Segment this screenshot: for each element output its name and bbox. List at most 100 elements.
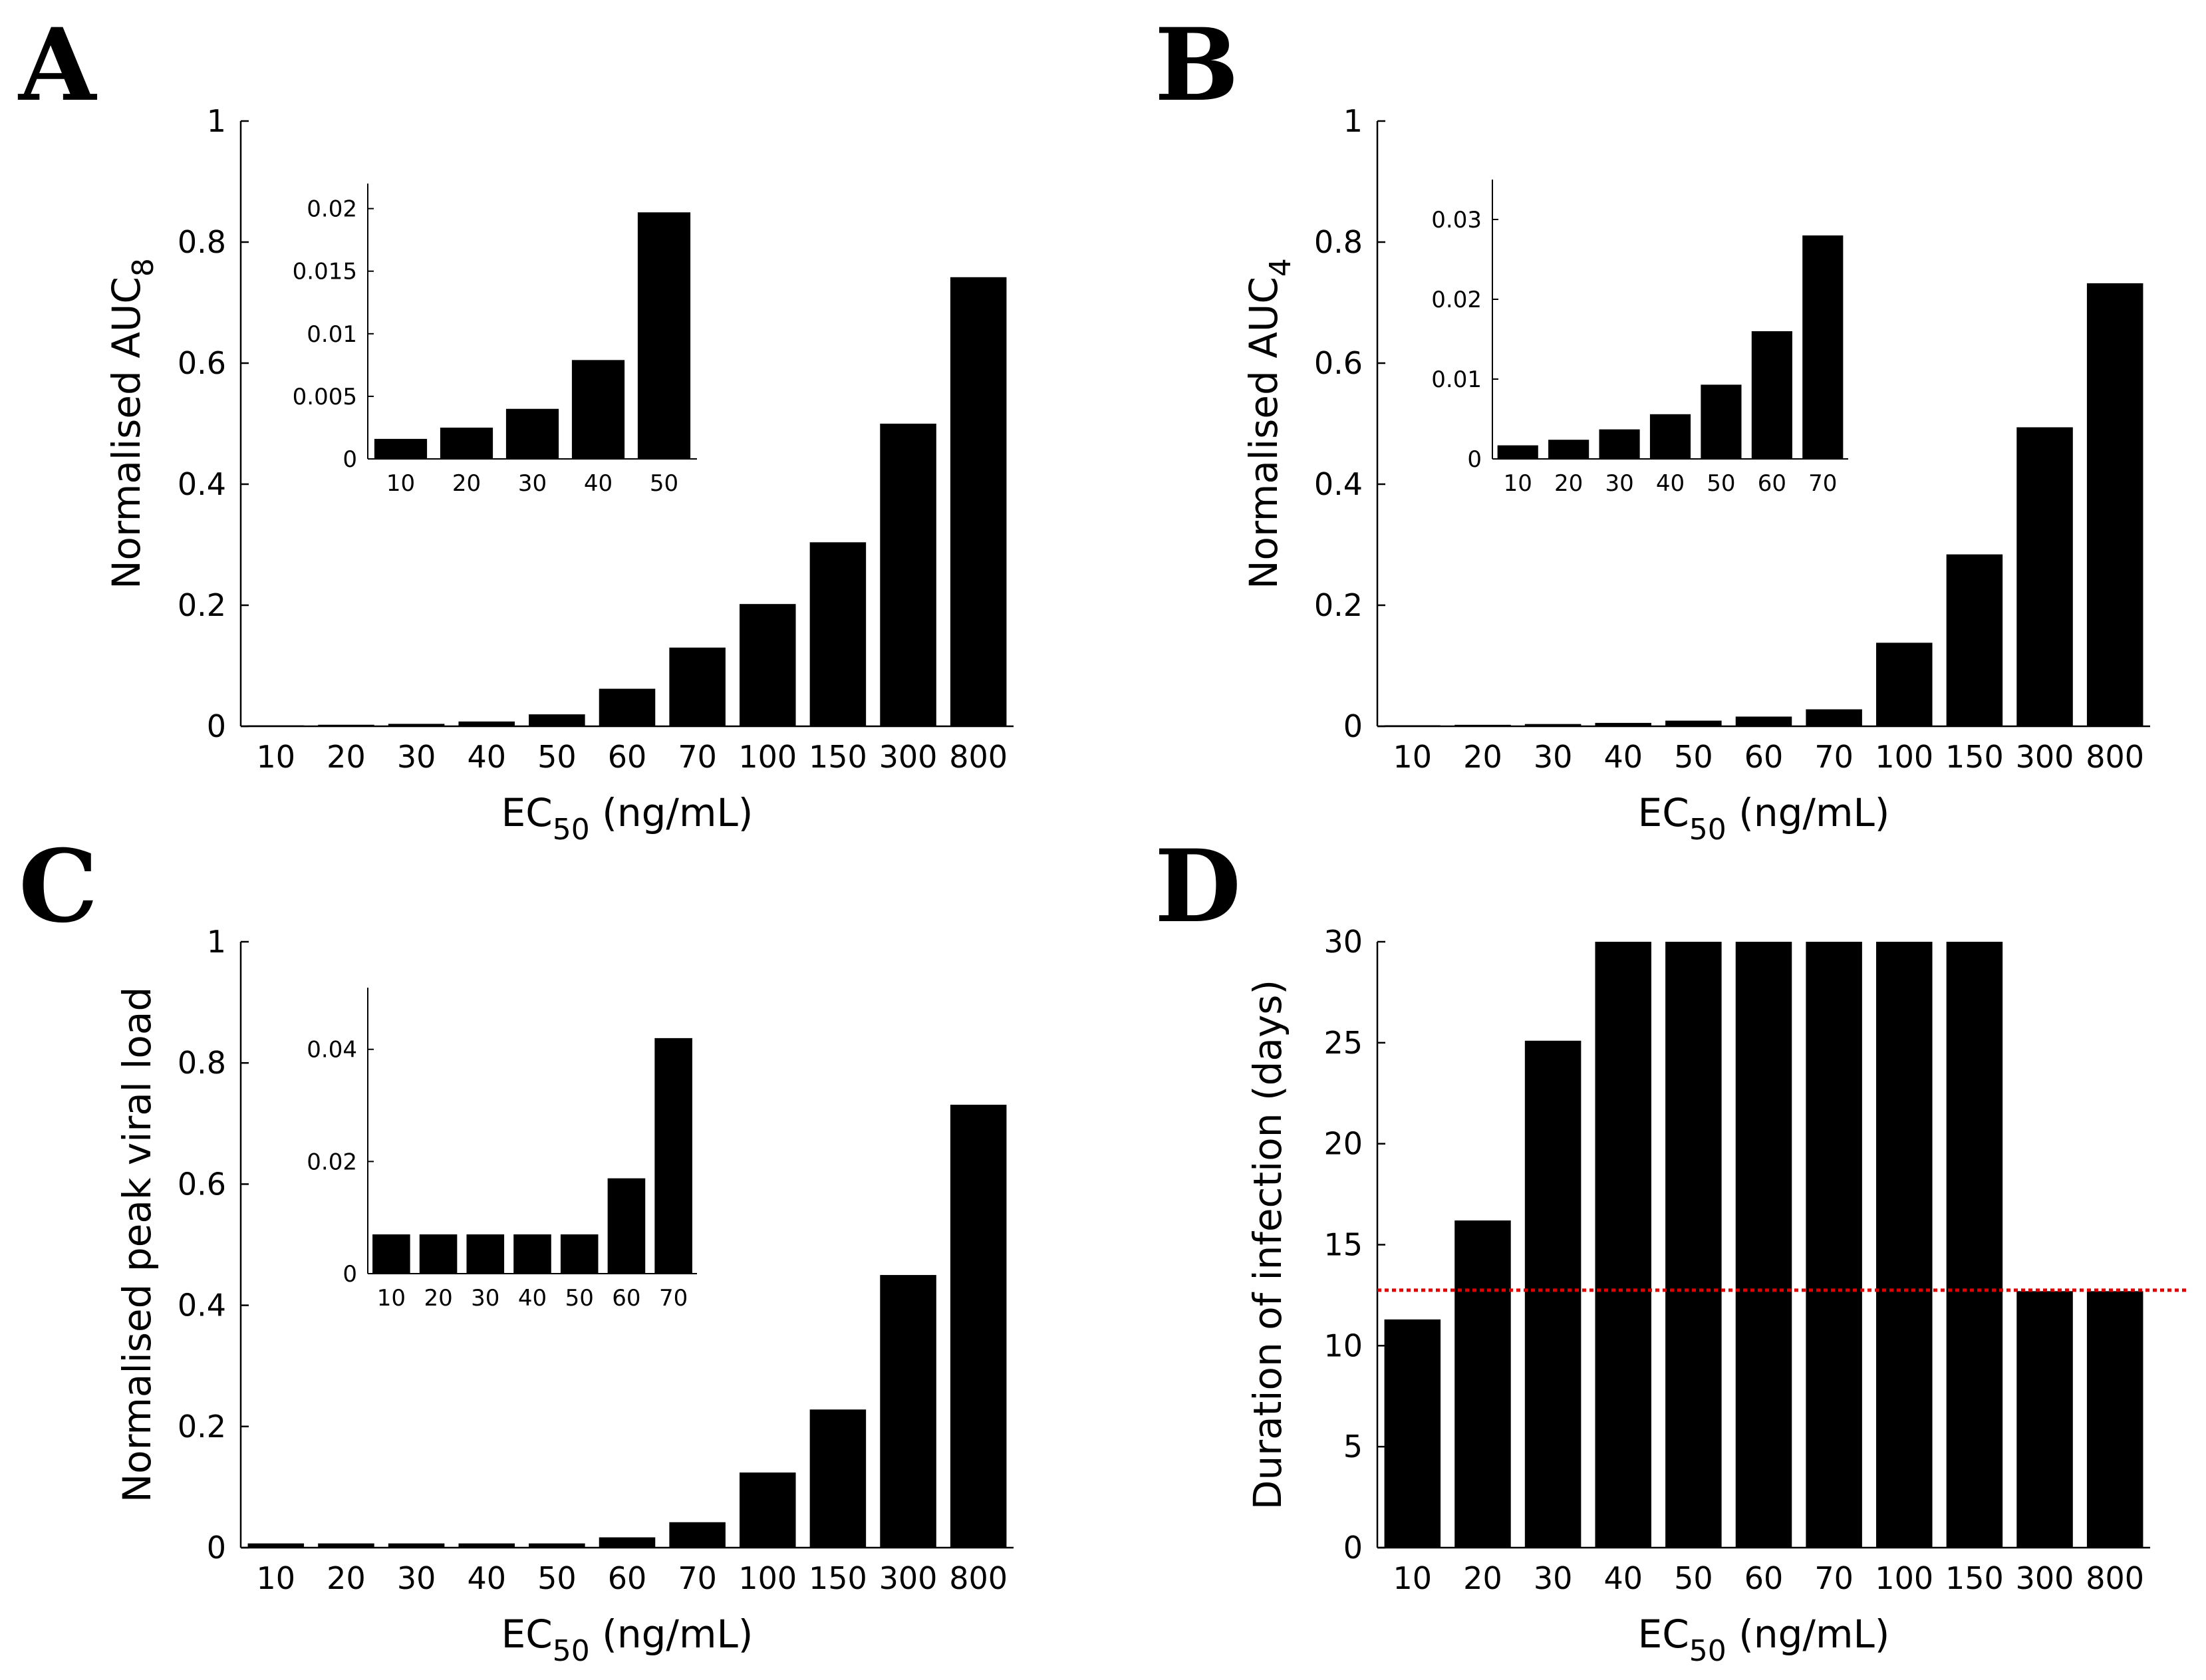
panel-c-inset-bar-70 xyxy=(654,1038,692,1274)
panel-b-bar-100 xyxy=(1876,642,1933,726)
panel-c-inset-y-tick-label: 0.02 xyxy=(307,1149,357,1175)
panel-d-x-tick-label: 50 xyxy=(1674,1560,1713,1596)
panel-a-inset-x-tick-label: 50 xyxy=(650,470,678,497)
panel-b-y-tick-label: 1 xyxy=(1343,103,1363,139)
panel-b-inset-bar-10 xyxy=(1497,445,1538,459)
panel-d-bar-30 xyxy=(1524,1040,1582,1548)
panel-b-x-tick-label: 100 xyxy=(1875,739,1933,775)
panel-c-inset-bar-10 xyxy=(372,1234,410,1274)
panel-b-inset-y-tick-label: 0.02 xyxy=(1431,287,1482,313)
panel-d-y-tick-label: 0 xyxy=(1343,1530,1363,1566)
panel-c-x-tick-label: 20 xyxy=(327,1560,366,1596)
panel-a-y-tick-label: 0.2 xyxy=(178,587,226,623)
panel-d-bar-10 xyxy=(1384,1319,1441,1548)
panel-c-y-tick-label: 0.2 xyxy=(178,1409,226,1445)
panel-b-y-tick-label: 0.2 xyxy=(1314,587,1363,623)
panel-c-bar-20 xyxy=(318,1543,374,1548)
panel-d-x-tick-label: 60 xyxy=(1744,1560,1784,1596)
panel-a-inset-bar-20 xyxy=(440,427,493,459)
panel-c-x-tick-label: 150 xyxy=(809,1560,867,1596)
panel-d-y-tick-label: 15 xyxy=(1323,1227,1363,1263)
panel-c-x-tick-label: 70 xyxy=(678,1560,717,1596)
panel-a-x-tick-label: 60 xyxy=(608,739,647,775)
panel-b-bar-800 xyxy=(2086,283,2143,726)
panel-a-bar-800 xyxy=(950,277,1007,726)
panel-b-x-tick-label: 30 xyxy=(1534,739,1573,775)
panel-b-y-tick-label: 0.4 xyxy=(1314,466,1363,502)
panel-a-bar-300 xyxy=(880,424,936,726)
panel-c-x-axis-label: EC50 (ng/mL) xyxy=(501,1611,754,1668)
panel-b-bar-50 xyxy=(1665,720,1722,726)
panel-d-x-tick-label: 70 xyxy=(1814,1560,1854,1596)
panel-c-y-tick-label: 0.6 xyxy=(178,1166,226,1202)
panel-b-x-tick-label: 10 xyxy=(1393,739,1433,775)
panel-c-x-tick-label: 30 xyxy=(397,1560,436,1596)
panel-a-x-tick-label: 10 xyxy=(257,739,296,775)
panel-c-bar-300 xyxy=(880,1275,936,1548)
panel-b-y-axis-label: Normalised AUC4 xyxy=(1241,258,1298,589)
panel-b-inset-x-tick-label: 20 xyxy=(1554,470,1583,497)
panel-a-x-tick-label: 800 xyxy=(949,739,1008,775)
panel-d-y-tick-label: 25 xyxy=(1323,1025,1363,1061)
panel-c-x-tick-label: 800 xyxy=(949,1560,1008,1596)
panel-b-bar-150 xyxy=(1946,554,2003,726)
panel-a-inset-bar-40 xyxy=(571,360,625,459)
panel-d-bar-60 xyxy=(1735,942,1792,1548)
panel-a-y-tick-label: 0.4 xyxy=(178,466,226,502)
panel-b-y-tick-label: 0 xyxy=(1343,708,1363,744)
panel-a-x-tick-label: 50 xyxy=(537,739,577,775)
panel-d-bar-50 xyxy=(1665,942,1722,1548)
panel-a-bar-40 xyxy=(458,721,515,726)
panel-c-y-tick-label: 0 xyxy=(207,1530,226,1566)
panel-a-inset-x-tick-label: 10 xyxy=(386,470,415,497)
panel-c-inset-x-tick-label: 20 xyxy=(424,1285,452,1312)
panel-b-inset-x-tick-label: 10 xyxy=(1504,470,1532,497)
panel-c-bar-30 xyxy=(388,1543,445,1548)
panel-c-inset-x-tick-label: 30 xyxy=(471,1285,499,1312)
panel-b-inset-x-tick-label: 70 xyxy=(1808,470,1837,497)
panel-a-letter: A xyxy=(17,7,98,124)
panel-c-x-tick-label: 10 xyxy=(257,1560,296,1596)
panel-b-inset-bar-20 xyxy=(1548,440,1589,459)
panel-c-x-tick-label: 300 xyxy=(879,1560,938,1596)
panel-b-inset-bar-70 xyxy=(1802,235,1844,459)
panel-b-bar-300 xyxy=(2016,427,2073,726)
panel-a-inset-bar-50 xyxy=(637,212,691,459)
panel-d-x-tick-label: 20 xyxy=(1463,1560,1502,1596)
panel-b-inset-bar-60 xyxy=(1751,331,1792,459)
panel-d-x-tick-label: 30 xyxy=(1534,1560,1573,1596)
panel-b-x-tick-label: 300 xyxy=(2016,739,2074,775)
panel-d-y-tick-label: 10 xyxy=(1323,1328,1363,1363)
panel-c-inset-bar-30 xyxy=(466,1234,505,1274)
panel-b-bar-70 xyxy=(1806,709,1862,726)
panel-a-x-tick-label: 100 xyxy=(738,739,797,775)
panel-a-inset-y-tick-label: 0.015 xyxy=(293,259,357,285)
panel-a-inset-y-tick-label: 0.01 xyxy=(307,321,357,348)
panel-d-x-tick-label: 100 xyxy=(1875,1560,1933,1596)
panel-c-x-tick-label: 100 xyxy=(738,1560,797,1596)
panel-a-y-tick-label: 1 xyxy=(207,103,226,139)
panel-b-x-tick-label: 60 xyxy=(1744,739,1784,775)
panel-b-x-tick-label: 800 xyxy=(2086,739,2144,775)
panel-b-x-tick-label: 50 xyxy=(1674,739,1713,775)
panel-a-x-tick-label: 30 xyxy=(397,739,436,775)
panel-a-x-axis-label: EC50 (ng/mL) xyxy=(501,790,754,847)
panel-c-bar-150 xyxy=(809,1409,867,1548)
panel-c-bar-800 xyxy=(950,1105,1007,1548)
panel-c-x-tick-label: 40 xyxy=(467,1560,506,1596)
panel-b-y-tick-label: 0.6 xyxy=(1314,345,1363,381)
panel-c-y-tick-label: 0.4 xyxy=(178,1288,226,1324)
panel-b-bar-20 xyxy=(1454,724,1511,726)
panel-c-inset-bar-20 xyxy=(419,1234,458,1274)
panel-b-letter: B xyxy=(1155,7,1239,124)
panel-d-bar-300 xyxy=(2016,1291,2073,1548)
panel-c-bar-100 xyxy=(740,1472,796,1548)
panel-d-y-tick-label: 30 xyxy=(1323,924,1363,960)
panel-b-inset-x-tick-label: 30 xyxy=(1605,470,1633,497)
panel-c-letter: C xyxy=(19,828,98,945)
panel-d-x-tick-label: 150 xyxy=(1945,1560,2004,1596)
panel-a-inset-bar-10 xyxy=(374,438,428,459)
panel-c-bar-10 xyxy=(247,1543,305,1548)
panel-b-inset-y-tick-label: 0.03 xyxy=(1431,207,1482,233)
